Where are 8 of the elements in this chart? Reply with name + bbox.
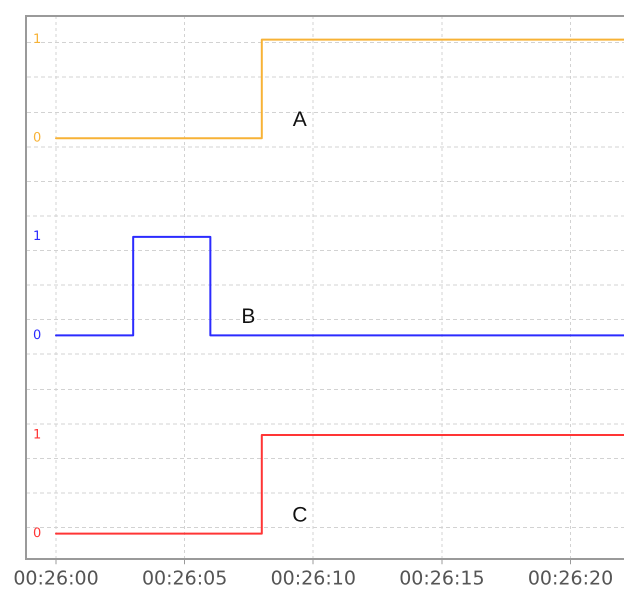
- x-tick-label: 00:26:05: [142, 568, 228, 590]
- x-tick-label: 00:26:20: [528, 568, 614, 590]
- x-tick-label: 00:26:15: [399, 568, 485, 590]
- x-tick-label: 00:26:10: [270, 568, 356, 590]
- series-label: B: [241, 305, 256, 328]
- series-label: A: [292, 108, 307, 132]
- series-label: C: [292, 503, 308, 526]
- x-tick-label: 00:26:00: [13, 568, 99, 590]
